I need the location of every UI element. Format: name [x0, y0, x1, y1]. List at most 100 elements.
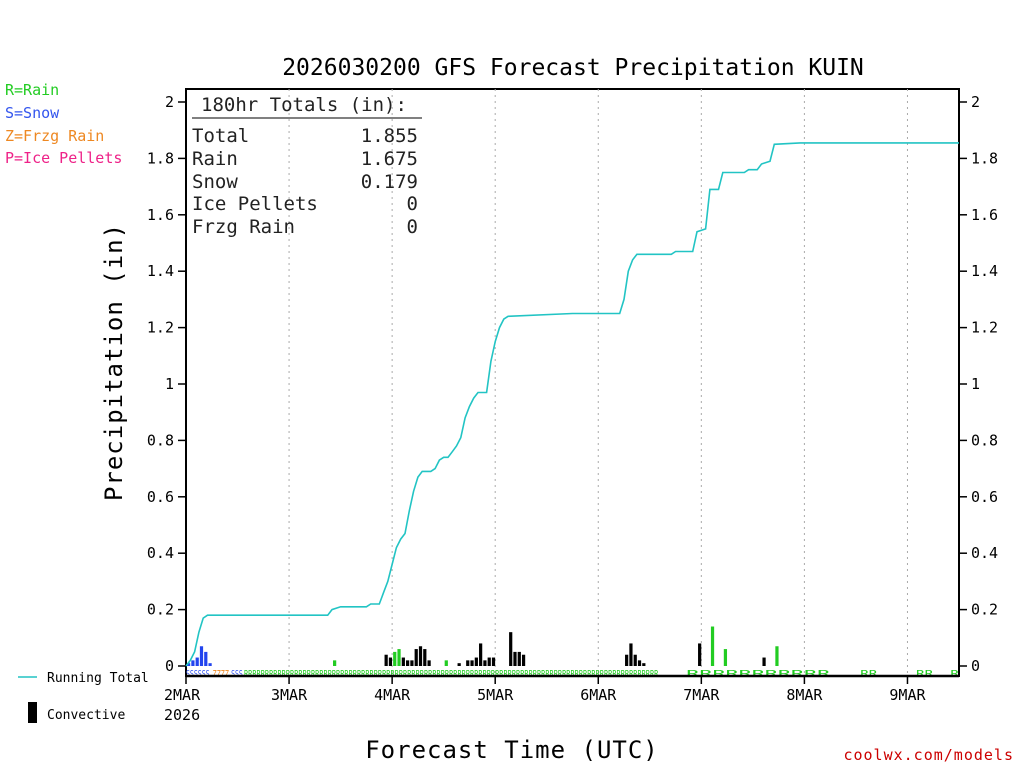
- y-tick-label-left: 1.4: [147, 262, 174, 280]
- precip-bar: [195, 657, 199, 666]
- precip-bar: [401, 657, 405, 666]
- x-tick-label: 8MAR: [786, 686, 823, 704]
- precip-bar: [479, 643, 483, 666]
- precip-bar: [388, 657, 393, 666]
- legend-snow: S=Snow: [5, 104, 60, 122]
- precip-bars: [187, 626, 779, 666]
- precip-bar: [191, 660, 195, 666]
- precip-bar: [521, 654, 526, 666]
- precip-bar: [762, 657, 766, 666]
- x-tick-label: 2MAR: [164, 686, 201, 704]
- precip-bar: [642, 663, 646, 666]
- precip-type-marks: R: [950, 669, 960, 680]
- plot-frame: [185, 88, 960, 677]
- totals-value-total: 1.855: [361, 125, 418, 147]
- x-tick-label: 9MAR: [889, 686, 926, 704]
- precip-type-marks: ZZZZ: [213, 669, 229, 680]
- precip-bar: [629, 643, 633, 666]
- precip-type-marks: RR: [860, 669, 879, 680]
- precip-bar: [397, 649, 401, 666]
- legend-ice-pellets: P=Ice Pellets: [5, 149, 122, 167]
- convective-legend-label: Convective: [47, 708, 125, 723]
- y-tick-label-right: 1.4: [971, 262, 998, 280]
- precip-type-row: SSSSSS ZZZZ SSS RRRRRRRRRRRRRRRRRRRRRRRRRRR…: [186, 669, 960, 680]
- y-tick-label-right: 1.2: [971, 319, 998, 337]
- x-tick-label: 6MAR: [580, 686, 617, 704]
- precip-bar: [384, 654, 388, 666]
- x-tick-label: 3MAR: [271, 686, 308, 704]
- totals-value-snow: 0.179: [361, 171, 418, 193]
- precip-bar: [204, 651, 208, 666]
- y-tick-label-left: 1: [165, 375, 174, 393]
- totals-heading: 180hr Totals (in):: [201, 94, 407, 116]
- year-label: 2026: [164, 706, 200, 724]
- precip-bar: [427, 660, 431, 666]
- precip-bar: [633, 654, 637, 666]
- y-tick-label-right: 1: [971, 375, 980, 393]
- precip-bar: [393, 651, 397, 666]
- precip-bar: [775, 646, 779, 666]
- y-axis-label: Precipitation (in): [100, 223, 128, 501]
- y-tick-label-left: 0.4: [147, 544, 174, 562]
- x-tick-label: 5MAR: [477, 686, 514, 704]
- y-tick-label-left: 1.6: [147, 206, 174, 224]
- y-tick-label-left: 0: [165, 657, 174, 675]
- totals-label-rain: Rain: [192, 148, 238, 170]
- y-tick-label-left: 0.2: [147, 601, 174, 619]
- totals-label-frzg-rain: Frzg Rain: [192, 216, 295, 238]
- totals-value-ice-pellets: 0: [407, 193, 418, 215]
- y-tick-label-left: 0.6: [147, 488, 174, 506]
- credit-text: coolwx.com/models: [843, 746, 1014, 764]
- precip-bar: [418, 646, 423, 666]
- precip-bar: [513, 651, 517, 666]
- precip-bar: [208, 663, 212, 666]
- y-tick-label-left: 0.8: [147, 431, 174, 449]
- legend-rain: R=Rain: [5, 81, 59, 99]
- precip-type-marks: RRRRRRRRRRR: [686, 669, 832, 680]
- precip-bar: [470, 660, 474, 666]
- precip-bar: [487, 657, 491, 666]
- precip-type-marks: SSS: [231, 669, 243, 680]
- precip-type-marks: RRRRRRRRRRRRRRRRRRRRRRRRRRRRRRRRRRRRRRRR…: [244, 669, 659, 680]
- totals-value-rain: 1.675: [361, 148, 418, 170]
- precip-bar: [187, 663, 191, 666]
- x-tick-label: 7MAR: [683, 686, 720, 704]
- running-total-line: [185, 142, 959, 667]
- y-tick-label-right: 0.2: [971, 601, 998, 619]
- convective-swatch: [28, 702, 37, 723]
- totals-label-total: Total: [192, 125, 249, 147]
- x-tick-label: 4MAR: [374, 686, 411, 704]
- totals-box: 180hr Totals (in): Total 1.855 Rain 1.67…: [192, 94, 422, 238]
- y-tick-label-left: 1.2: [147, 319, 174, 337]
- y-tick-label-right: 0.6: [971, 488, 998, 506]
- y-tick-label-left: 1.8: [147, 149, 174, 167]
- y-tick-label-right: 0: [971, 657, 980, 675]
- precip-bar: [457, 663, 461, 666]
- precip-bar: [410, 660, 414, 666]
- precip-bar: [723, 649, 728, 666]
- day-gridlines: [288, 89, 908, 676]
- y-tick-label-right: 0.4: [971, 544, 998, 562]
- legend-frzg-rain: Z=Frzg Rain: [5, 127, 104, 145]
- y-tick-label-right: 0.8: [971, 431, 998, 449]
- precip-bar: [491, 657, 496, 666]
- y-axis-ticks: 0 0 0.2 0.2 0.4 0.4 0.6 0.6 0.8 0.8 1 1 1.2 1.2 1.4 1.4…: [147, 93, 998, 675]
- precip-bar: [199, 646, 204, 666]
- x-axis-ticks: 2MAR 3MAR 4MAR 5MAR 6MAR 7MAR 8MAR 9MAR: [164, 676, 926, 704]
- precip-bar: [423, 649, 427, 666]
- precip-bar: [517, 651, 521, 666]
- precip-bar: [625, 654, 629, 666]
- precip-bar: [509, 632, 513, 666]
- precip-type-marks: SSSSSS: [186, 669, 210, 680]
- precip-bar: [444, 660, 448, 666]
- precip-type-marks: RR: [916, 669, 935, 680]
- precip-bar: [710, 626, 715, 666]
- totals-label-ice-pellets: Ice Pellets: [192, 193, 318, 215]
- precip-bar: [698, 643, 702, 666]
- precip-bar: [483, 660, 487, 666]
- chart-title: 2026030200 GFS Forecast Precipitation KU…: [282, 55, 864, 81]
- x-axis-label: Forecast Time (UTC): [365, 736, 659, 764]
- precip-bar: [333, 660, 337, 666]
- precip-bar: [466, 660, 470, 666]
